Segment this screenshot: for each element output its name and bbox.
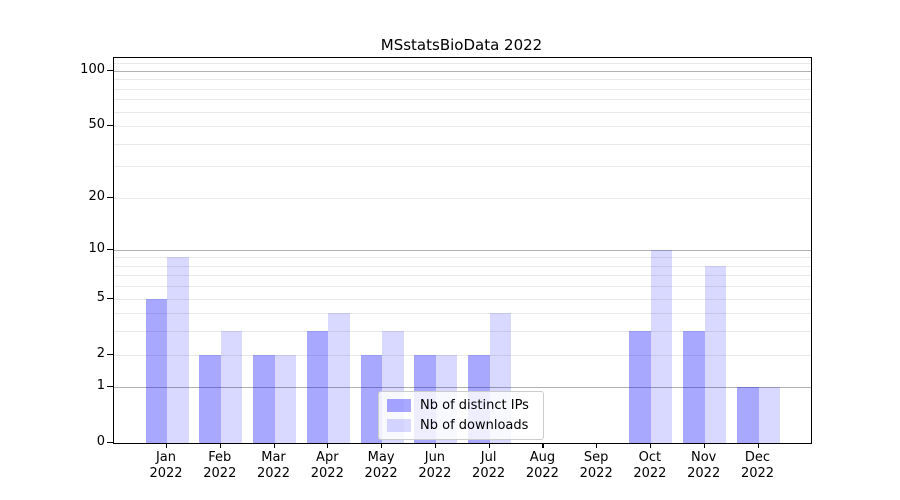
- bar: [650, 249, 673, 443]
- legend-swatch-distinct-ips: [387, 399, 411, 412]
- gridline-minor: [114, 63, 811, 65]
- legend-label-downloads: Nb of downloads: [420, 418, 529, 433]
- x-tick-label: Jan 2022: [149, 450, 183, 481]
- gridline-minor: [114, 197, 811, 199]
- x-tick-label: Dec 2022: [740, 450, 775, 481]
- x-tick-mark: [542, 443, 544, 448]
- x-tick-mark: [488, 443, 490, 448]
- y-tick-label: 5: [96, 289, 105, 305]
- gridline-minor: [114, 88, 811, 90]
- gridline-minor: [114, 286, 811, 288]
- y-tick-label: 2: [96, 345, 105, 361]
- bar: [360, 354, 383, 443]
- gridline-major: [114, 71, 811, 72]
- gridline-minor: [114, 298, 811, 300]
- gridline-minor: [114, 354, 811, 356]
- bar: [629, 331, 651, 443]
- bar: [704, 265, 727, 443]
- gridline-minor: [114, 79, 811, 81]
- bar: [167, 257, 189, 443]
- y-tick-label: 20: [88, 188, 105, 204]
- legend-label-distinct-ips: Nb of distinct IPs: [420, 398, 529, 413]
- bar: [220, 331, 243, 443]
- x-tick-mark: [273, 443, 275, 448]
- gridline-minor: [114, 313, 811, 315]
- y-tick-label: 0: [96, 434, 105, 449]
- plot-area: [113, 57, 812, 444]
- x-tick-label: Sep 2022: [579, 450, 613, 481]
- x-tick-label: Nov 2022: [687, 450, 721, 481]
- gridline-minor: [114, 166, 811, 168]
- gridline-minor: [114, 331, 811, 333]
- bar: [328, 313, 350, 443]
- chart-title: MSstatsBioData 2022: [380, 36, 543, 54]
- x-tick-mark: [327, 443, 329, 448]
- y-tick-mark: [107, 70, 113, 72]
- x-tick-mark: [596, 443, 598, 448]
- bar: [145, 298, 167, 443]
- x-tick-label: Feb 2022: [203, 450, 237, 481]
- x-tick-mark: [166, 443, 168, 448]
- y-tick-label: 10: [88, 240, 105, 256]
- gridline-minor: [114, 143, 811, 145]
- x-tick-label: May 2022: [364, 450, 398, 481]
- y-tick-mark: [107, 442, 113, 444]
- gridline-minor: [114, 275, 811, 277]
- y-tick-mark: [107, 353, 113, 355]
- x-tick-label: Jun 2022: [418, 450, 452, 481]
- legend: Nb of distinct IPs Nb of downloads: [378, 391, 544, 440]
- y-tick-label: 50: [88, 117, 105, 133]
- x-tick-label: Apr 2022: [310, 450, 344, 481]
- y-tick-mark: [107, 297, 113, 299]
- x-tick-mark: [219, 443, 221, 448]
- x-tick-mark: [381, 443, 383, 448]
- gridline-minor: [114, 265, 811, 267]
- bar: [758, 387, 780, 443]
- bar: [683, 331, 705, 443]
- y-tick-label: 1: [96, 378, 105, 394]
- y-tick-mark: [107, 386, 113, 388]
- x-tick-mark: [649, 443, 652, 448]
- bar: [274, 354, 296, 443]
- gridline-major: [114, 387, 811, 389]
- bar: [306, 331, 329, 443]
- y-tick-mark: [107, 196, 113, 198]
- x-tick-label: Aug 2022: [525, 450, 559, 481]
- y-tick-mark: [107, 248, 113, 250]
- gridline-major: [114, 249, 811, 251]
- x-tick-label: Mar 2022: [256, 450, 291, 481]
- gridline-minor: [114, 257, 811, 259]
- gridline-minor: [114, 126, 811, 128]
- y-tick-label: 100: [80, 62, 105, 77]
- x-tick-label: Jul 2022: [472, 450, 506, 481]
- x-tick-mark: [757, 443, 759, 448]
- x-tick-mark: [434, 443, 437, 448]
- gridline-minor: [114, 99, 811, 101]
- gridline-minor: [114, 111, 811, 113]
- y-tick-mark: [107, 125, 113, 127]
- legend-item-distinct-ips: Nb of distinct IPs: [387, 398, 535, 413]
- bar: [199, 354, 221, 443]
- x-tick-mark: [703, 443, 705, 448]
- legend-swatch-downloads: [387, 419, 411, 432]
- bar: [253, 354, 275, 443]
- bar: [737, 387, 759, 443]
- x-tick-label: Oct 2022: [633, 450, 667, 481]
- legend-item-downloads: Nb of downloads: [387, 418, 535, 433]
